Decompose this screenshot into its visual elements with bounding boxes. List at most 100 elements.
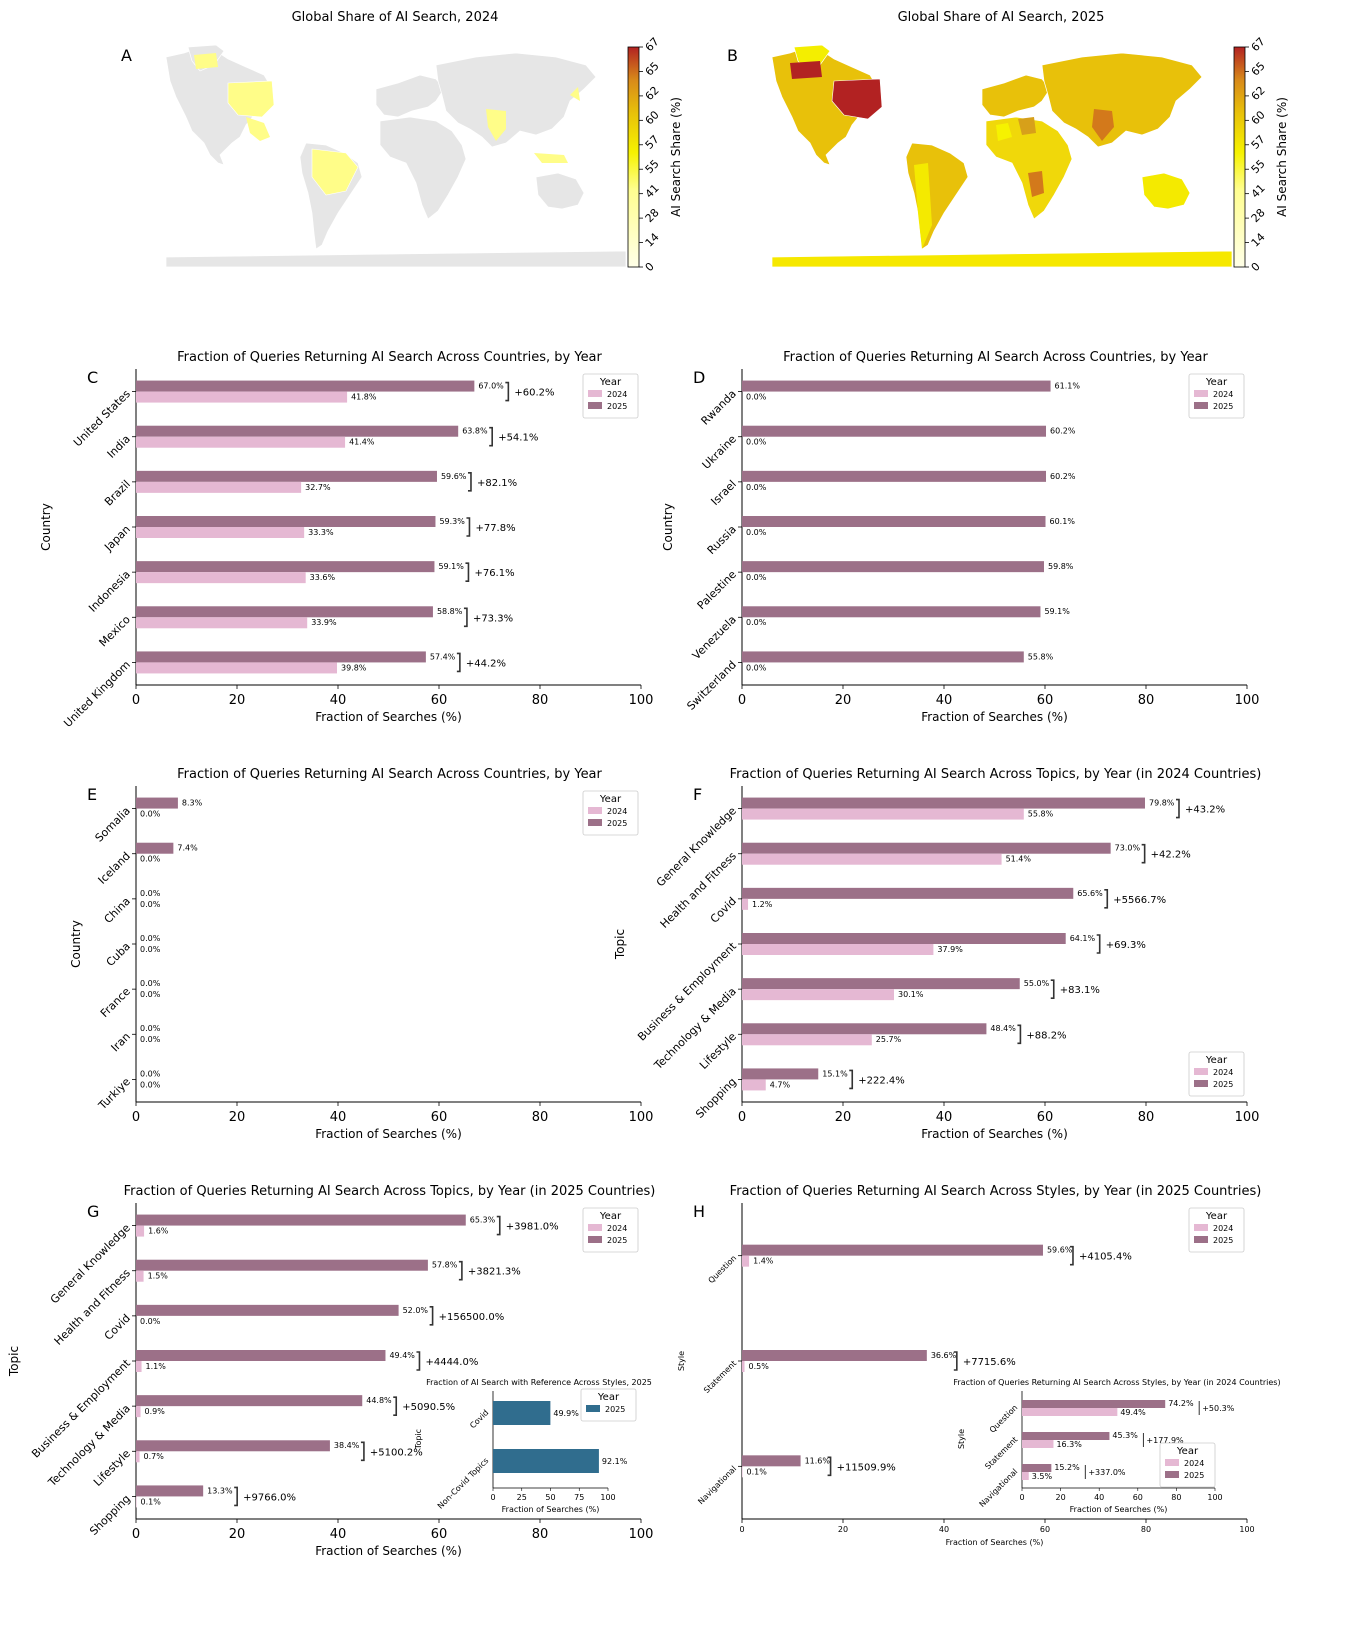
panel-label: C	[87, 368, 98, 387]
inset-x-tick-label: 80	[1171, 1493, 1181, 1502]
legend-title: Year	[597, 1392, 620, 1403]
map-region-as	[1041, 52, 1203, 148]
bar-2025-2	[136, 470, 437, 482]
change-bracket	[463, 607, 468, 628]
y-tick-label: Shopping	[693, 1075, 739, 1121]
x-tick-label: 40	[939, 1525, 949, 1534]
y-axis-label: Country	[661, 503, 675, 551]
inset-y-axis-label: Style	[957, 1429, 966, 1449]
colorbar-tick-label: 65	[1249, 59, 1268, 78]
inset-x-tick-label: 50	[545, 1493, 555, 1502]
map-region-canada-part	[194, 53, 218, 69]
panel-label: F	[693, 785, 702, 804]
colorbar-tick-label: 67	[643, 35, 662, 54]
bar-2024-1	[136, 1270, 144, 1282]
legend-swatch-2024	[1194, 1224, 1208, 1231]
y-tick-label: Somalia	[93, 804, 133, 844]
value-label-2024: 30.1%	[898, 990, 924, 999]
y-tick-label: Navigational	[696, 1464, 738, 1506]
x-tick-label: 40	[330, 1527, 347, 1542]
value-label-2025: 0.0%	[140, 889, 161, 898]
y-tick-label: Turkiye	[95, 1075, 133, 1113]
colorbar-tick-label: 57	[1249, 133, 1268, 152]
inset-y-tick-label: Question	[988, 1403, 1020, 1435]
x-axis-label: Fraction of Searches (%)	[315, 710, 462, 724]
value-label-2025: 59.6%	[1047, 1246, 1073, 1255]
legend-swatch-2025	[1194, 1236, 1208, 1243]
y-tick-label: Technology & Media	[45, 1402, 133, 1490]
inset-y-tick-label: Covid	[468, 1408, 490, 1430]
value-label-2024: 25.7%	[876, 1035, 902, 1044]
inset-y-axis-label: Topic	[414, 1429, 423, 1450]
value-label-2025: 36.6%	[931, 1351, 957, 1360]
colorbar-tick-label: 65	[643, 59, 662, 78]
x-tick-label: 80	[1141, 1525, 1151, 1534]
inset-value-label-2025: 74.2%	[1168, 1399, 1194, 1408]
bar-2024-0	[742, 1255, 750, 1267]
change-bracket	[827, 1456, 832, 1477]
inset-change-label: +50.3%	[1202, 1404, 1235, 1413]
y-tick-label: Lifestyle	[91, 1447, 133, 1489]
legend-title: Year	[599, 1211, 622, 1222]
inset-value-label-2024: 49.4%	[1120, 1408, 1146, 1417]
bar-2025-3	[136, 1350, 386, 1361]
map-region-ant	[165, 250, 627, 268]
legend-title: Year	[1176, 1446, 1199, 1457]
legend-swatch-2025	[586, 1405, 600, 1412]
value-label-2024: 0.0%	[746, 528, 767, 537]
colorbar-label: AI Search Share (%)	[1275, 97, 1289, 217]
value-label-2025: 44.8%	[366, 1396, 392, 1405]
x-tick-label: 0	[738, 1110, 746, 1125]
panel-title: Fraction of Queries Returning AI Search …	[124, 1184, 656, 1199]
x-tick-label: 60	[431, 1110, 448, 1125]
map-region-af	[379, 116, 467, 220]
inset-bar-2025-2	[1022, 1464, 1052, 1472]
change-bracket	[1104, 889, 1109, 909]
inset-value-label-2025: 45.3%	[1112, 1431, 1138, 1440]
bar-2024-3	[742, 944, 934, 955]
chart-panel-e: 0 20 40 60 80 100 Fraction of Searches (%) Coun…	[69, 767, 653, 1141]
inset-x-tick-label: 40	[1094, 1493, 1104, 1502]
value-label-2025: 59.6%	[441, 472, 467, 481]
inset-bar-0	[493, 1401, 551, 1425]
map-region-eu	[375, 74, 445, 118]
value-label-2024: 0.0%	[746, 392, 767, 401]
y-tick-label: General Knowledge	[654, 804, 739, 889]
map-panel-b: Global Share of AI Search, 2025 B 0 14 28 41 5…	[727, 10, 1289, 274]
x-tick-label: 80	[1138, 693, 1155, 708]
value-label-2024: 41.4%	[349, 438, 375, 447]
panel-label: G	[87, 1202, 99, 1221]
inset-title: Fraction of Queries Returning AI Search …	[953, 1378, 1280, 1387]
value-label-2024: 0.1%	[747, 1467, 768, 1476]
x-tick-label: 40	[936, 693, 953, 708]
inset-bar-2024-1	[1022, 1440, 1054, 1448]
map-region-ant	[771, 250, 1233, 268]
value-label-2025: 55.0%	[1024, 979, 1050, 988]
value-label-2024: 0.0%	[746, 438, 767, 447]
x-axis-label: Fraction of Searches (%)	[921, 1127, 1068, 1141]
y-tick-label: Indonesia	[86, 568, 133, 615]
panel-label: E	[87, 785, 97, 804]
colorbar-tick-label: 55	[643, 157, 662, 176]
colorbar-tick-label: 14	[643, 231, 662, 250]
value-label-2025: 13.3%	[207, 1486, 233, 1495]
map-region-s-africa	[1028, 171, 1044, 197]
bar-2024-6	[136, 1496, 137, 1508]
colorbar-tick-label: 62	[1249, 84, 1268, 103]
y-tick-label: Rwanda	[699, 387, 739, 427]
y-tick-label: France	[98, 985, 133, 1020]
value-label-2025: 0.0%	[140, 934, 161, 943]
inset-x-tick-label: 60	[1133, 1493, 1143, 1502]
value-label-2025: 79.8%	[1149, 798, 1175, 807]
value-label-2024: 1.5%	[148, 1272, 169, 1281]
value-label-2025: 60.2%	[1050, 427, 1076, 436]
change-label: +3821.3%	[468, 1267, 521, 1278]
bar-2024-6	[742, 1079, 766, 1091]
value-label-2024: 0.0%	[140, 990, 161, 999]
change-bracket	[849, 1069, 854, 1090]
legend-swatch-2024	[588, 390, 602, 397]
legend-entry-2024: 2024	[1184, 1459, 1204, 1468]
value-label-2025: 59.8%	[1048, 562, 1074, 571]
